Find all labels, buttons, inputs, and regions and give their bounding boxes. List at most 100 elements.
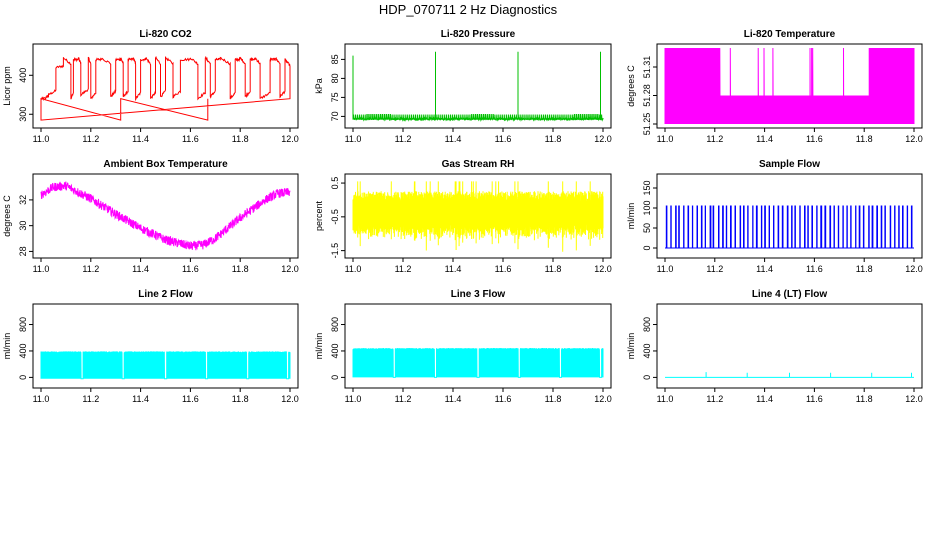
y-tick-label: 100	[642, 200, 652, 215]
x-tick-label: 11.0	[345, 134, 362, 144]
y-tick-label: 30	[18, 221, 28, 231]
x-tick-label: 11.6	[495, 394, 512, 404]
y-axis-label: ml/min	[626, 203, 636, 230]
y-axis-label: Licor ppm	[2, 66, 12, 106]
figure-title: HDP_070711 2 Hz Diagnostics	[379, 2, 558, 17]
chart-title: Li-820 CO2	[139, 29, 192, 40]
y-axis-label: degrees C	[626, 65, 636, 107]
chart-title: Line 4 (LT) Flow	[752, 289, 828, 300]
series-line-line4	[665, 372, 914, 378]
x-tick-label: 11.2	[82, 264, 99, 274]
y-axis-label: ml/min	[626, 333, 636, 360]
x-tick-label: 11.6	[806, 264, 823, 274]
y-axis-label: ml/min	[314, 333, 324, 360]
x-tick-label: 11.6	[182, 394, 199, 404]
y-tick-label: 51.28	[642, 84, 652, 107]
y-tick-label: 0	[330, 375, 340, 380]
y-tick-label: 150	[642, 180, 652, 195]
x-tick-label: 11.8	[232, 394, 249, 404]
x-tick-label: 11.2	[706, 134, 723, 144]
y-tick-label: 0.5	[330, 177, 340, 190]
x-tick-label: 11.8	[545, 394, 562, 404]
chart-title: Li-820 Pressure	[441, 29, 516, 40]
plot-frame	[656, 173, 923, 259]
series-line-line3	[352, 347, 604, 378]
x-tick-label: 11.2	[395, 134, 412, 144]
x-tick-label: 12.0	[594, 394, 612, 404]
x-tick-label: 12.0	[281, 264, 299, 274]
y-tick-label: -1.5	[330, 243, 340, 259]
series-line-rh	[352, 181, 604, 252]
y-tick-label: 800	[642, 317, 652, 332]
x-tick-label: 11.4	[756, 264, 773, 274]
y-tick-label: 300	[18, 107, 28, 122]
y-tick-label: 0	[642, 245, 652, 250]
chart-sample_flow: Sample Flow ml/min 11.0 11.2 11.4 11.6 11.8 12.…	[626, 159, 923, 274]
y-tick-label: 0	[18, 375, 28, 380]
chart-panels: Li-820 CO2 Licor ppm 11.0 11.2 11.4 11.6 11.8 1…	[2, 29, 923, 404]
x-tick-label: 12.0	[594, 134, 612, 144]
chart-title: Ambient Box Temperature	[103, 159, 228, 170]
x-tick-label: 11.8	[856, 264, 873, 274]
x-tick-label: 11.8	[232, 264, 249, 274]
plot-frame	[656, 303, 923, 389]
y-axis-label: percent	[314, 200, 324, 231]
y-tick-label: 75	[330, 92, 340, 102]
y-tick-label: 51.31	[642, 56, 652, 79]
x-tick-label: 12.0	[905, 134, 923, 144]
x-tick-label: 11.8	[232, 134, 249, 144]
x-tick-label: 11.0	[33, 394, 50, 404]
y-tick-label: 50	[642, 223, 652, 233]
x-tick-label: 11.4	[445, 264, 462, 274]
chart-box_temp: Ambient Box Temperature degrees C 11.0 11.2…	[2, 159, 299, 274]
y-tick-label: 800	[330, 317, 340, 332]
x-tick-label: 12.0	[905, 264, 923, 274]
x-tick-label: 11.4	[445, 394, 462, 404]
series-line-co2	[40, 55, 291, 121]
x-tick-label: 11.2	[82, 134, 99, 144]
y-tick-label: 400	[18, 343, 28, 358]
x-tick-label: 11.0	[657, 264, 674, 274]
chart-line4: Line 4 (LT) Flow ml/min 11.0 11.2 11.4 11.6 11…	[626, 289, 923, 404]
x-tick-label: 11.0	[657, 394, 674, 404]
chart-title: Gas Stream RH	[442, 159, 515, 170]
y-axis-label: degrees C	[2, 195, 12, 237]
series-line-pressure	[352, 51, 605, 123]
x-tick-label: 11.4	[132, 134, 149, 144]
series-line-temperature	[664, 47, 915, 125]
plot-frame	[344, 43, 612, 129]
x-tick-label: 11.6	[495, 264, 512, 274]
chart-rh: Gas Stream RH percent 11.0 11.2 11.4 11.6 11.8…	[314, 159, 612, 274]
x-tick-label: 11.6	[182, 264, 199, 274]
plot-frame	[656, 43, 923, 129]
chart-co2: Li-820 CO2 Licor ppm 11.0 11.2 11.4 11.6 11.8 1…	[2, 29, 299, 144]
x-tick-label: 11.2	[395, 264, 412, 274]
x-tick-label: 11.2	[706, 264, 723, 274]
chart-title: Li-820 Temperature	[744, 29, 836, 40]
y-tick-label: 800	[18, 317, 28, 332]
x-tick-label: 12.0	[905, 394, 923, 404]
series-line-line2	[40, 351, 291, 380]
x-tick-label: 11.4	[132, 264, 149, 274]
plot-frame	[344, 303, 612, 389]
x-tick-label: 12.0	[594, 264, 612, 274]
y-tick-label: 80	[330, 73, 340, 83]
y-tick-label: 28	[18, 246, 28, 256]
x-tick-label: 11.0	[345, 394, 362, 404]
plot-frame	[32, 43, 299, 129]
plot-frame	[32, 303, 299, 389]
x-tick-label: 11.6	[495, 134, 512, 144]
y-tick-label: 400	[642, 343, 652, 358]
chart-temperature: Li-820 Temperature degrees C 11.0 11.2 11.4 1…	[626, 29, 923, 144]
x-tick-label: 11.4	[132, 394, 149, 404]
chart-line3: Line 3 Flow ml/min 11.0 11.2 11.4 11.6 11.8 12.…	[314, 289, 612, 404]
x-tick-label: 11.2	[82, 394, 99, 404]
y-tick-label: 70	[330, 111, 340, 121]
x-tick-label: 11.0	[345, 264, 362, 274]
x-tick-label: 11.0	[33, 264, 50, 274]
x-tick-label: 11.8	[545, 264, 562, 274]
x-tick-label: 11.6	[182, 134, 199, 144]
x-tick-label: 11.8	[856, 394, 873, 404]
y-tick-label: 51.25	[642, 113, 652, 136]
